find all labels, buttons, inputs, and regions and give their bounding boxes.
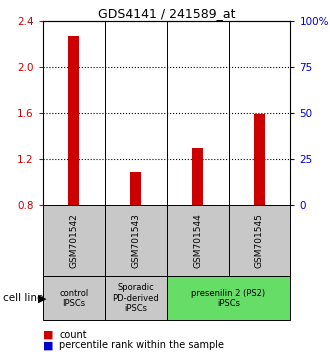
Bar	[130, 196, 141, 205]
Text: ■: ■	[43, 330, 53, 339]
Text: count: count	[59, 330, 87, 339]
Bar	[68, 190, 80, 205]
Bar	[167, 205, 228, 276]
Bar	[105, 205, 167, 276]
Text: ■: ■	[43, 340, 53, 350]
Text: GSM701545: GSM701545	[255, 213, 264, 268]
Bar	[43, 205, 105, 276]
Bar	[254, 190, 265, 205]
Bar	[130, 172, 141, 205]
Bar	[167, 276, 290, 320]
Text: GSM701543: GSM701543	[131, 213, 140, 268]
Bar	[228, 205, 290, 276]
Text: Sporadic
PD-derived
iPSCs: Sporadic PD-derived iPSCs	[112, 283, 159, 313]
Title: GDS4141 / 241589_at: GDS4141 / 241589_at	[98, 7, 235, 20]
Bar	[105, 276, 167, 320]
Text: GSM701542: GSM701542	[69, 213, 78, 268]
Bar	[43, 276, 105, 320]
Bar	[254, 114, 265, 205]
Text: ▶: ▶	[38, 293, 47, 303]
Bar	[192, 148, 203, 205]
Text: GSM701544: GSM701544	[193, 213, 202, 268]
Text: control
IPSCs: control IPSCs	[59, 289, 88, 308]
Text: percentile rank within the sample: percentile rank within the sample	[59, 340, 224, 350]
Text: presenilin 2 (PS2)
iPSCs: presenilin 2 (PS2) iPSCs	[191, 289, 266, 308]
Text: cell line: cell line	[3, 293, 44, 303]
Bar	[68, 36, 80, 205]
Bar	[192, 193, 203, 205]
